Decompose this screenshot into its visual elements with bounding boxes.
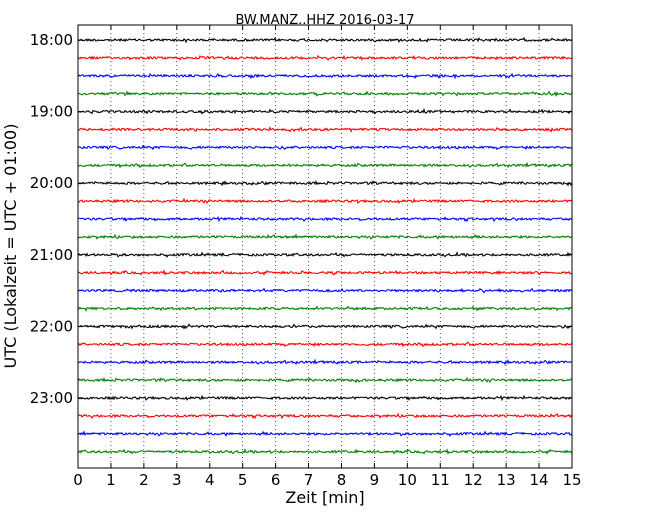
trace-line bbox=[77, 72, 573, 80]
x-axis-label: Zeit [min] bbox=[285, 488, 364, 507]
x-tick-label: 0 bbox=[73, 471, 83, 489]
y-axis: 18:00 19:00 20:00 21:00 22:00 23:00 bbox=[30, 31, 572, 407]
traces bbox=[77, 36, 573, 455]
trace-line bbox=[77, 305, 573, 312]
y-tick-label: 22:00 bbox=[30, 317, 73, 335]
x-tick-label: 12 bbox=[464, 471, 483, 489]
trace-line bbox=[77, 180, 573, 187]
x-tick-label: 8 bbox=[337, 471, 347, 489]
x-tick-label: 2 bbox=[139, 471, 149, 489]
y-tick-label: 20:00 bbox=[30, 174, 73, 192]
trace-line bbox=[77, 215, 573, 223]
x-tick-label: 4 bbox=[205, 471, 215, 489]
x-tick-label: 15 bbox=[562, 471, 581, 489]
x-axis: 0 1 2 3 4 5 6 7 8 9 10 11 12 13 14 15 bbox=[73, 25, 582, 489]
trace-line bbox=[77, 412, 573, 420]
x-tick-label: 1 bbox=[106, 471, 116, 489]
trace-line bbox=[77, 144, 573, 151]
trace-line bbox=[77, 233, 573, 240]
trace-line bbox=[77, 269, 573, 276]
trace-line bbox=[77, 287, 573, 294]
x-tick-label: 14 bbox=[530, 471, 549, 489]
trace-line bbox=[77, 430, 573, 437]
x-tick-label: 7 bbox=[304, 471, 314, 489]
trace-line bbox=[77, 107, 573, 115]
y-axis-label: UTC (Lokalzeit = UTC + 01:00) bbox=[1, 124, 20, 369]
x-tick-label: 6 bbox=[271, 471, 281, 489]
trace-line bbox=[77, 251, 573, 258]
x-tick-label: 10 bbox=[398, 471, 417, 489]
y-tick-label: 21:00 bbox=[30, 246, 73, 264]
x-tick-label: 13 bbox=[497, 471, 516, 489]
y-tick-label: 23:00 bbox=[30, 389, 73, 407]
trace-line bbox=[77, 54, 573, 61]
trace-line bbox=[77, 36, 573, 44]
trace-line bbox=[77, 323, 573, 330]
x-tick-label: 11 bbox=[431, 471, 450, 489]
trace-line bbox=[77, 341, 573, 348]
y-tick-label: 18:00 bbox=[30, 31, 73, 49]
trace-line bbox=[77, 394, 573, 402]
chart-title: BW.MANZ..HHZ 2016-03-17 bbox=[235, 13, 414, 28]
x-tick-label: 5 bbox=[238, 471, 248, 489]
trace-line bbox=[77, 376, 573, 384]
trace-line bbox=[77, 448, 573, 455]
x-tick-label: 3 bbox=[172, 471, 182, 489]
y-tick-label: 19:00 bbox=[30, 103, 73, 121]
x-tick-label: 9 bbox=[370, 471, 380, 489]
plot-frame bbox=[77, 24, 573, 469]
grid bbox=[110, 25, 540, 468]
trace-line bbox=[77, 90, 573, 98]
trace-line bbox=[77, 358, 573, 366]
trace-line bbox=[77, 126, 573, 134]
trace-line bbox=[77, 161, 573, 169]
trace-line bbox=[77, 197, 573, 205]
